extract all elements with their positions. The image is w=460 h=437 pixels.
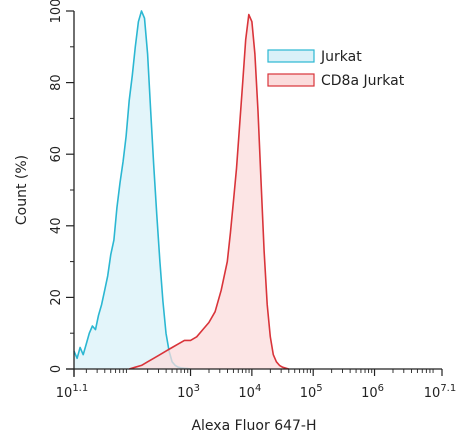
x-tick-label-4: 106 — [361, 383, 384, 401]
y-tick-label-2: 40 — [49, 218, 64, 235]
x-tick-label-2: 104 — [238, 383, 261, 401]
x-tick-label-3: 105 — [300, 383, 323, 401]
series-area-0 — [74, 11, 191, 369]
series-area-1 — [129, 14, 289, 369]
y-tick-label-4: 80 — [49, 74, 64, 91]
y-axis-title: Count (%) — [14, 155, 30, 225]
legend-label-1: CD8a Jurkat — [321, 73, 405, 89]
series-layer — [73, 10, 289, 370]
y-tick-label-0: 0 — [49, 365, 64, 373]
x-tick-label-5: 107.1 — [424, 383, 456, 401]
legend-label-0: Jurkat — [320, 49, 362, 65]
x-tick-label-0: 101.1 — [56, 383, 88, 401]
legend-swatch-0 — [267, 49, 315, 63]
legend: Jurkat CD8a Jurkat — [267, 49, 405, 89]
y-tick-label-1: 20 — [49, 289, 64, 306]
y-tick-label-3: 60 — [49, 146, 64, 163]
x-axis-title: Alexa Fluor 647-H — [191, 418, 316, 434]
x-tick-label-1: 103 — [177, 383, 200, 401]
series-line-1 — [128, 13, 289, 370]
y-tick-label-5: 100 — [49, 0, 64, 23]
legend-swatch-1 — [267, 73, 315, 87]
